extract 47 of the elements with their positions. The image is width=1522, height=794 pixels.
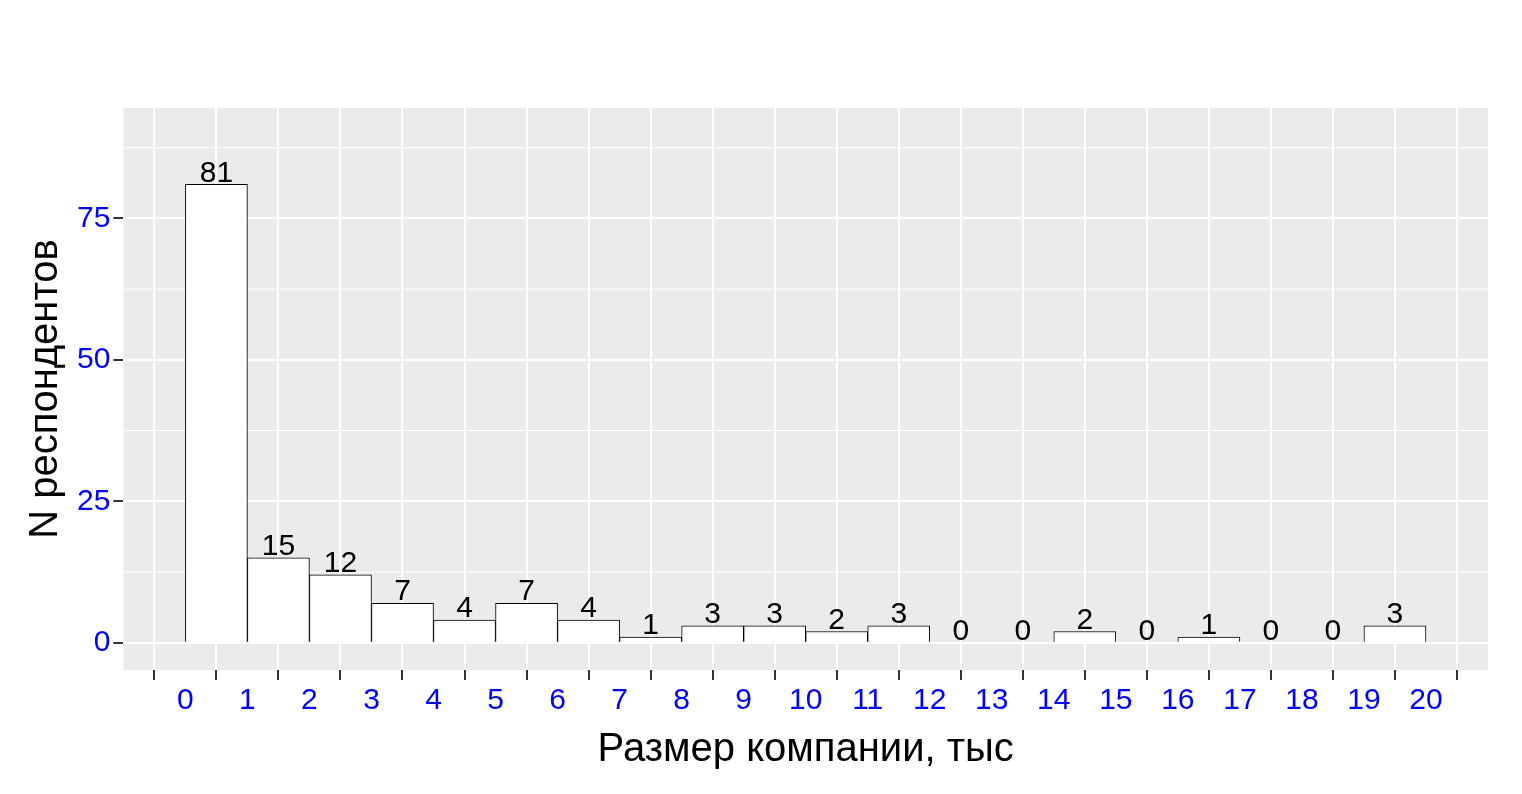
data-label: 0 <box>1324 613 1342 647</box>
x-tick-label: 12 <box>913 682 947 716</box>
x-tick-label: 7 <box>611 682 628 716</box>
x-tick-label: 2 <box>301 682 318 716</box>
x-tick-label: 5 <box>487 682 504 716</box>
x-tick-label: 19 <box>1347 682 1381 716</box>
data-label: 15 <box>261 528 296 562</box>
data-label: 0 <box>1262 613 1280 647</box>
x-tick-label: 9 <box>735 682 752 716</box>
x-tick-label: 14 <box>1037 682 1071 716</box>
data-label: 4 <box>456 590 473 624</box>
y-tick-label: 0 <box>93 624 111 658</box>
x-tick-label: 16 <box>1161 682 1195 716</box>
x-tick-label: 0 <box>177 682 194 716</box>
y-tick-label: 75 <box>76 199 111 233</box>
x-tick-label: 13 <box>975 682 1009 716</box>
x-tick-label: 6 <box>549 682 566 716</box>
x-tick-label: 18 <box>1285 682 1319 716</box>
data-label: 3 <box>766 596 784 630</box>
x-tick-label: 17 <box>1223 682 1257 716</box>
x-tick-label: 3 <box>363 682 380 716</box>
x-tick-label: 8 <box>673 682 690 716</box>
x-tick-label: 11 <box>852 682 884 716</box>
data-label: 4 <box>580 590 597 624</box>
x-tick-label: 10 <box>789 682 823 716</box>
data-label: 3 <box>890 596 908 630</box>
data-label: 12 <box>323 545 358 579</box>
data-label: 0 <box>1014 613 1032 647</box>
x-tick-label: 20 <box>1409 682 1443 716</box>
data-label: 3 <box>1386 596 1404 630</box>
data-label: 81 <box>199 154 234 188</box>
data-label: 3 <box>704 596 721 630</box>
x-axis-title: Размер компании, тыс <box>597 725 1014 770</box>
data-label: 2 <box>1076 601 1094 635</box>
data-label: 7 <box>394 573 411 607</box>
y-axis-title: N респондентов <box>21 239 66 539</box>
x-tick-label: 1 <box>239 682 256 716</box>
data-label: 7 <box>518 573 535 607</box>
y-tick-label: 50 <box>76 341 111 375</box>
data-label: 2 <box>828 601 846 635</box>
x-tick-label: 4 <box>425 682 442 716</box>
y-tick-label: 25 <box>76 482 111 516</box>
data-label: 0 <box>952 613 970 647</box>
x-tick-label: 15 <box>1099 682 1133 716</box>
data-label: 1 <box>642 607 659 641</box>
data-label: 0 <box>1138 613 1156 647</box>
data-label: 1 <box>1200 607 1218 641</box>
